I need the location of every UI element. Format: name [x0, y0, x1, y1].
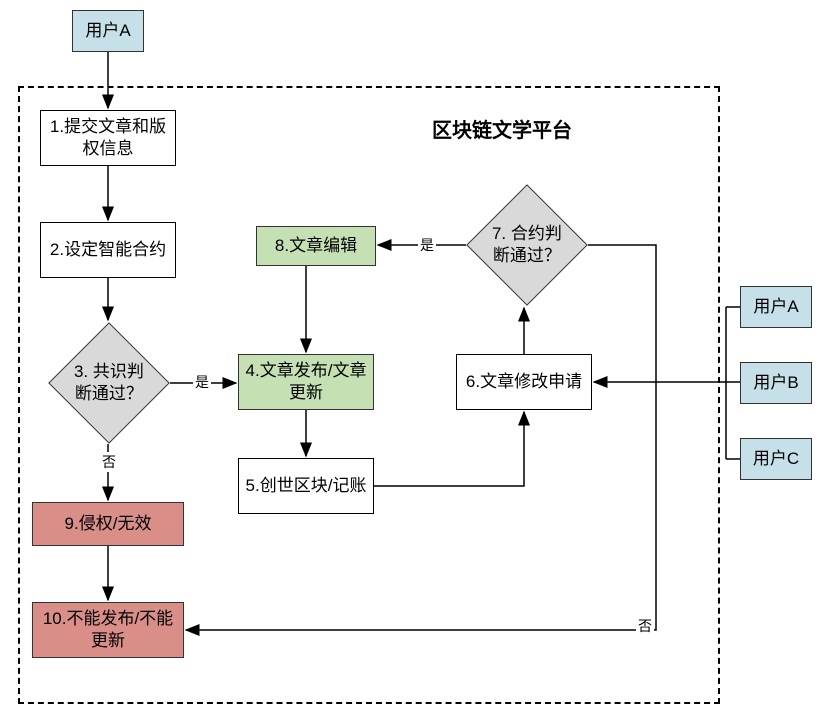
edge-label-yes2: 是: [418, 235, 436, 255]
node-5: 5.创世区块/记账: [238, 458, 374, 514]
label: 5.创世区块/记账: [246, 475, 367, 497]
node-8: 8.文章编辑: [256, 226, 376, 266]
edge-label-yes1: 是: [193, 372, 211, 392]
label: 7. 合约判断通过？: [489, 223, 565, 267]
label: 6.文章修改申请: [466, 371, 582, 393]
node-2: 2.设定智能合约: [40, 222, 176, 278]
node-6: 6.文章修改申请: [456, 354, 592, 410]
label: 用户B: [753, 372, 798, 394]
node-user-a-right: 用户A: [740, 286, 812, 328]
node-user-c-right: 用户C: [740, 438, 812, 480]
node-user-b-right: 用户B: [740, 362, 812, 404]
title: 区块链文学平台: [432, 114, 572, 143]
label: 8.文章编辑: [275, 235, 357, 257]
label: 1.提交文章和版权信息: [45, 116, 171, 160]
node-user-a-top: 用户A: [72, 10, 144, 52]
label: 4.文章发布/文章更新: [243, 360, 369, 404]
edge-label-no1: 否: [100, 452, 118, 472]
label: 用户A: [753, 296, 798, 318]
label: 用户C: [753, 448, 799, 470]
label: 2.设定智能合约: [50, 239, 166, 261]
label: 9.侵权/无效: [65, 513, 152, 535]
label: 10.不能发布/不能更新: [37, 608, 179, 652]
node-1: 1.提交文章和版权信息: [40, 110, 176, 166]
node-4: 4.文章发布/文章更新: [238, 354, 374, 410]
edge-label-no2: 否: [636, 616, 654, 636]
label: 3. 共识判断通过？: [71, 361, 147, 405]
label: 用户A: [85, 20, 130, 42]
node-10: 10.不能发布/不能更新: [32, 602, 184, 658]
node-9: 9.侵权/无效: [32, 502, 184, 546]
